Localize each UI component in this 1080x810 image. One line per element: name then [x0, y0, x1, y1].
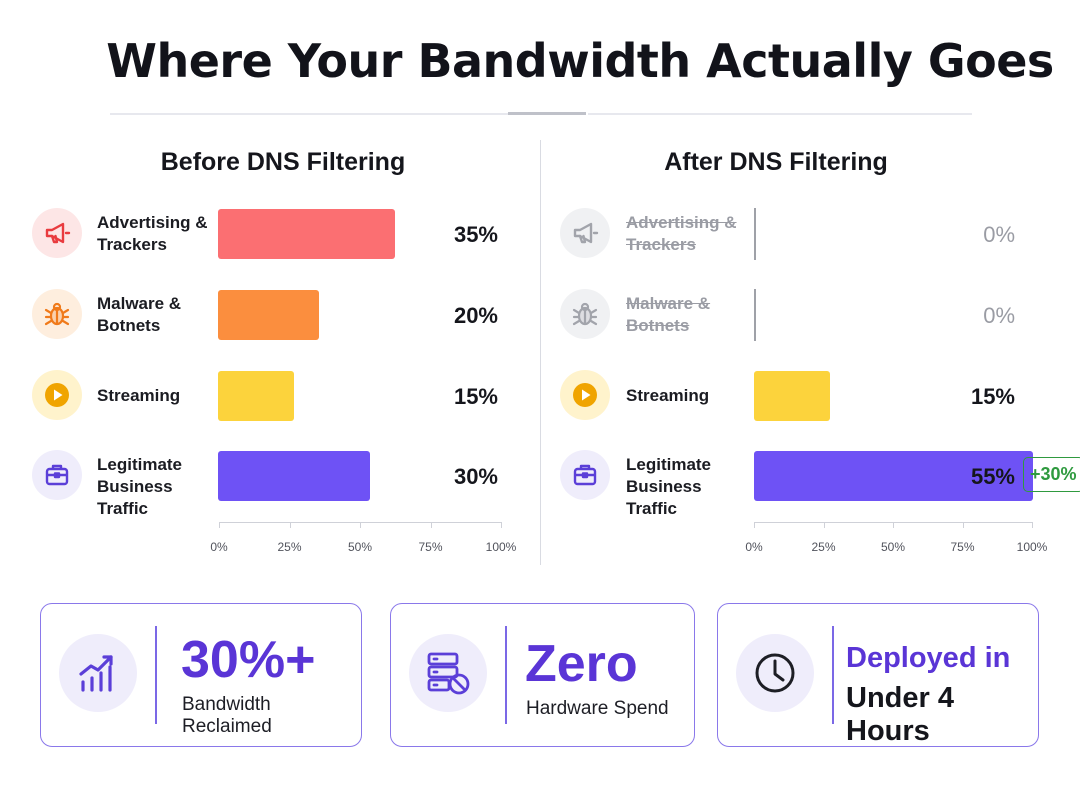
x-axis-tick-label: 25% [811, 540, 836, 554]
megaphone-icon [32, 208, 82, 258]
x-axis-tick [893, 522, 894, 528]
x-axis-tick-label: 75% [418, 540, 443, 554]
category-label-line1: Legitimate [97, 455, 183, 474]
category-label-line2: Botnets [626, 316, 690, 335]
category-label: Advertising & Trackers [626, 212, 756, 256]
after-panel-title: After DNS Filtering [664, 148, 888, 176]
megaphone-icon [560, 208, 610, 258]
stat-caption: Bandwidth Reclaimed [182, 694, 272, 737]
title-divider-right [588, 113, 972, 115]
value-label: 0% [983, 303, 1015, 328]
category-label-line1: Legitimate [626, 455, 712, 474]
briefcase-icon [560, 450, 610, 500]
stat-headline-line1: Deployed in [846, 642, 1011, 674]
category-label-line2: Trackers [626, 235, 696, 254]
bar [218, 290, 320, 340]
panel-divider [540, 140, 541, 565]
play-icon [560, 370, 610, 420]
value-label: 30% [453, 464, 498, 489]
growth-chart-icon [59, 634, 137, 712]
x-axis-tick-label: 50% [880, 540, 906, 554]
category-label-line1: Advertising & [97, 213, 208, 232]
category-label-line1: Malware & [626, 294, 711, 313]
stat-card-hardware: Zero Hardware Spend [390, 603, 695, 747]
x-axis-tick-label: 0% [210, 540, 228, 554]
x-axis-tick-label: 50% [347, 540, 373, 554]
x-axis-tick [962, 522, 964, 528]
bug-icon [560, 289, 610, 339]
x-axis-tick [823, 522, 825, 528]
value-label: 15% [453, 384, 498, 409]
bar [218, 371, 295, 421]
before-panel-title: Before DNS Filtering [160, 148, 406, 176]
value-label: 0% [983, 222, 1015, 247]
x-axis-tick-label: 100% [1016, 540, 1048, 554]
card-separator [832, 626, 834, 724]
category-label-line2: Business Traffic [97, 477, 173, 518]
x-axis-tick [289, 522, 291, 528]
x-axis-tick [430, 522, 432, 528]
category-label: Legitimate Business Traffic [97, 454, 227, 520]
stat-card-bandwidth: 30%+ Bandwidth Reclaimed [40, 603, 362, 747]
card-separator [155, 626, 157, 724]
value-label: 55% [970, 464, 1015, 489]
x-axis-tick-label: 25% [277, 540, 302, 554]
stat-caption: Hardware Spend [526, 698, 669, 719]
category-label-line2: Trackers [97, 235, 167, 254]
page-title: Where Your Bandwidth Actually Goes [106, 34, 1054, 88]
category-label: Malware & Botnets [626, 293, 756, 337]
category-label: Malware & Botnets [97, 293, 227, 337]
category-label: Streaming [626, 385, 756, 407]
bar [754, 371, 831, 421]
category-label-line2: Business Traffic [626, 477, 702, 518]
stat-headline: Zero [525, 635, 638, 693]
clock-icon [736, 634, 814, 712]
bar [754, 451, 1033, 501]
x-axis-tick [501, 522, 502, 528]
stat-headline-line2: Under 4 Hours [846, 682, 954, 747]
briefcase-icon [32, 450, 82, 500]
bar [218, 451, 371, 501]
x-axis-tick-label: 75% [950, 540, 975, 554]
zero-bar [754, 289, 756, 341]
stat-headline: 30%+ [181, 631, 316, 689]
value-label: 15% [970, 384, 1015, 409]
x-axis-tick-label: 0% [745, 540, 763, 554]
title-divider-left [110, 113, 508, 115]
title-divider-accent [508, 112, 586, 115]
category-label-line1: Streaming [626, 386, 710, 405]
bar [218, 209, 396, 259]
value-label: 20% [453, 303, 498, 328]
category-label: Streaming [97, 385, 227, 407]
value-label: 35% [453, 222, 498, 247]
x-axis-tick [219, 522, 220, 528]
server-blocked-icon [409, 634, 487, 712]
category-label-line1: Advertising & [626, 213, 737, 232]
x-axis-tick [360, 522, 361, 528]
x-axis-tick [1032, 522, 1033, 528]
bug-icon [32, 289, 82, 339]
category-label: Legitimate Business Traffic [626, 454, 756, 520]
category-label-line1: Streaming [97, 386, 181, 405]
stat-card-deployment: Deployed in Under 4 Hours [717, 603, 1039, 747]
x-axis-tick-label: 100% [485, 540, 517, 554]
category-label-line2: Botnets [97, 316, 161, 335]
play-icon [32, 370, 82, 420]
increase-badge: +30% [1023, 457, 1080, 492]
category-label: Advertising & Trackers [97, 212, 227, 256]
x-axis-tick [754, 522, 755, 528]
category-label-line1: Malware & [97, 294, 182, 313]
card-separator [505, 626, 507, 724]
zero-bar [754, 208, 756, 260]
